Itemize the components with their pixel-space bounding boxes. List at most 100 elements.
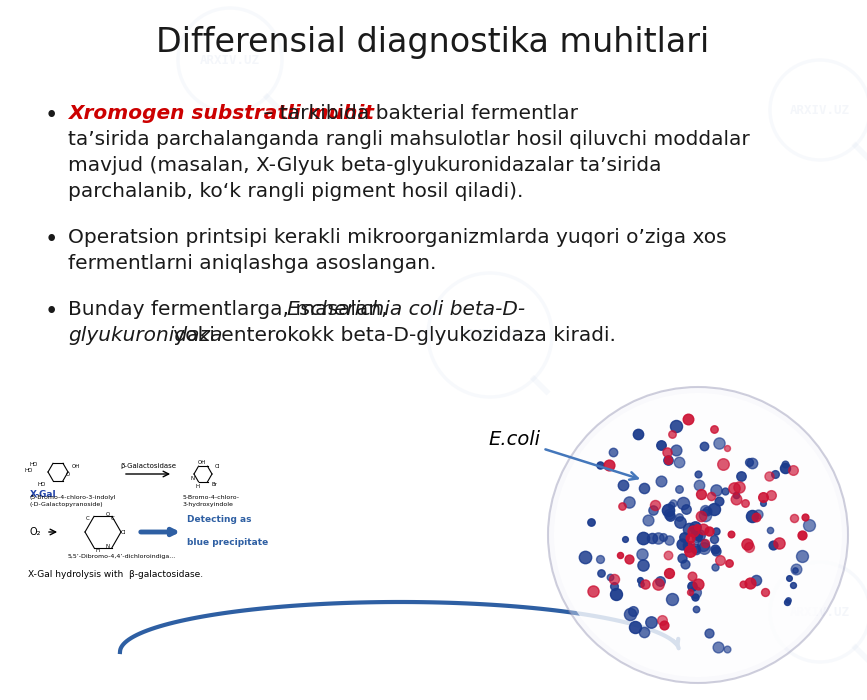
Text: parchalanib, ko‘k rangli pigment hosil qiladi).: parchalanib, ko‘k rangli pigment hosil q…: [68, 182, 524, 201]
Text: ARXIV.UZ: ARXIV.UZ: [790, 104, 850, 116]
Point: [679, 559, 693, 570]
Point: [745, 457, 759, 468]
Point: [694, 489, 707, 500]
Point: [695, 524, 709, 535]
Point: [669, 444, 683, 456]
Point: [684, 538, 698, 550]
Point: [646, 505, 660, 516]
Text: ARXIV.UZ: ARXIV.UZ: [790, 606, 850, 619]
Point: [766, 540, 779, 551]
Point: [623, 497, 636, 508]
Point: [691, 468, 705, 479]
Point: [708, 561, 722, 573]
Point: [651, 578, 665, 589]
Text: ARXIV.UZ: ARXIV.UZ: [460, 328, 520, 342]
Text: N: N: [106, 543, 110, 549]
Text: X-Gal: X-Gal: [30, 490, 56, 499]
Point: [692, 531, 706, 542]
Point: [672, 511, 686, 522]
Point: [696, 540, 710, 551]
Point: [736, 578, 750, 589]
Point: [673, 484, 687, 495]
Point: [687, 528, 701, 540]
Point: [627, 606, 641, 617]
Point: [691, 578, 705, 589]
Point: [637, 626, 651, 638]
Text: O: O: [66, 472, 70, 477]
Point: [787, 513, 801, 524]
Point: [633, 574, 647, 585]
Point: [631, 428, 645, 440]
Point: [765, 489, 779, 500]
Point: [697, 542, 711, 554]
Text: •: •: [45, 104, 58, 127]
Text: HO: HO: [29, 461, 38, 466]
Point: [607, 580, 621, 592]
Text: mavjud (masalan, X-Glyuk beta-glyukuronidazalar ta’sirida: mavjud (masalan, X-Glyuk beta-glyukuroni…: [68, 156, 662, 175]
Point: [662, 534, 676, 545]
Point: [623, 554, 636, 565]
Point: [708, 484, 722, 496]
Point: [662, 550, 675, 561]
Point: [789, 564, 803, 575]
Point: [666, 498, 680, 509]
Point: [690, 522, 704, 533]
Point: [768, 469, 782, 480]
Point: [738, 498, 752, 509]
Point: [636, 533, 650, 544]
Point: [593, 460, 607, 471]
Point: [616, 480, 630, 491]
Text: •: •: [45, 228, 58, 251]
Point: [669, 421, 683, 432]
Text: blue precipitate: blue precipitate: [187, 538, 268, 547]
Text: Bunday fermentlarga, masalan,: Bunday fermentlarga, masalan,: [68, 300, 394, 319]
Point: [718, 486, 732, 497]
Point: [662, 568, 675, 579]
Text: (5-Bromo-4-chloro-3-indolyl: (5-Bromo-4-chloro-3-indolyl: [30, 495, 116, 500]
Point: [615, 500, 629, 512]
Text: Xromogen substratli muhit: Xromogen substratli muhit: [68, 104, 374, 123]
Point: [707, 543, 721, 554]
Point: [613, 550, 627, 561]
Point: [675, 539, 688, 550]
Point: [655, 614, 669, 625]
Ellipse shape: [554, 393, 842, 677]
Point: [795, 530, 809, 541]
Text: E.coli: E.coli: [488, 430, 638, 480]
Point: [623, 608, 637, 620]
Point: [675, 552, 689, 564]
Point: [648, 500, 662, 511]
Text: O₂: O₂: [30, 527, 42, 537]
Point: [702, 628, 716, 639]
Point: [781, 594, 795, 606]
Point: [742, 541, 756, 552]
Point: [681, 524, 695, 535]
Text: X-Gal hydrolysis with  β-galactosidase.: X-Gal hydrolysis with β-galactosidase.: [28, 570, 203, 579]
Point: [786, 580, 799, 591]
Point: [748, 511, 762, 522]
Point: [712, 437, 726, 448]
Point: [711, 642, 725, 653]
Point: [709, 525, 723, 536]
Point: [713, 554, 727, 566]
Point: [584, 516, 598, 527]
Point: [734, 470, 748, 482]
Point: [655, 440, 668, 451]
Point: [772, 538, 786, 549]
Point: [779, 458, 792, 470]
Point: [618, 533, 632, 544]
Point: [654, 575, 668, 587]
Point: [606, 446, 620, 457]
Point: [578, 552, 592, 563]
Point: [689, 532, 703, 543]
Point: [743, 578, 757, 589]
Point: [795, 550, 809, 561]
Point: [656, 531, 670, 542]
Point: [602, 460, 616, 471]
Ellipse shape: [548, 387, 848, 683]
Point: [786, 465, 800, 476]
Point: [692, 480, 706, 491]
Point: [681, 414, 694, 425]
Point: [745, 511, 759, 522]
Point: [663, 510, 677, 522]
